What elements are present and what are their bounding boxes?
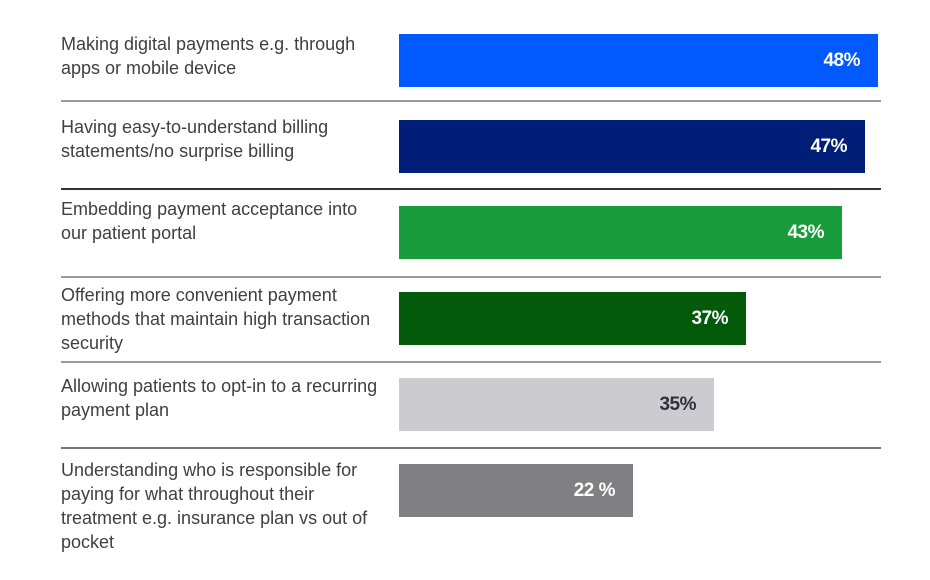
bar: 37% <box>399 292 746 345</box>
bar-value-label: 47% <box>810 136 847 157</box>
bar-value-label: 22 % <box>573 480 616 501</box>
category-label: Making digital payments e.g. through app… <box>61 34 356 78</box>
bar-value-label: 48% <box>823 50 860 71</box>
category-label: Having easy-to-understand billing statem… <box>61 117 329 161</box>
bar-value-label: 43% <box>787 222 824 243</box>
bar: 22 % <box>399 464 633 517</box>
bar: 35% <box>399 378 714 431</box>
row-divider <box>61 361 881 363</box>
row-divider <box>61 276 881 278</box>
bar: 43% <box>399 206 842 259</box>
row-divider <box>61 188 881 190</box>
category-label: Offering more convenient payment methods… <box>61 285 371 353</box>
category-label: Understanding who is responsible for pay… <box>61 460 368 552</box>
category-label: Allowing patients to opt-in to a recurri… <box>61 376 378 420</box>
bar-value-label: 37% <box>691 308 728 329</box>
row-divider <box>61 100 881 102</box>
bar: 48% <box>399 34 878 87</box>
bar-value-label: 35% <box>659 394 696 415</box>
row-divider <box>61 447 881 449</box>
bar: 47% <box>399 120 865 173</box>
category-label: Embedding payment acceptance into our pa… <box>61 199 358 243</box>
